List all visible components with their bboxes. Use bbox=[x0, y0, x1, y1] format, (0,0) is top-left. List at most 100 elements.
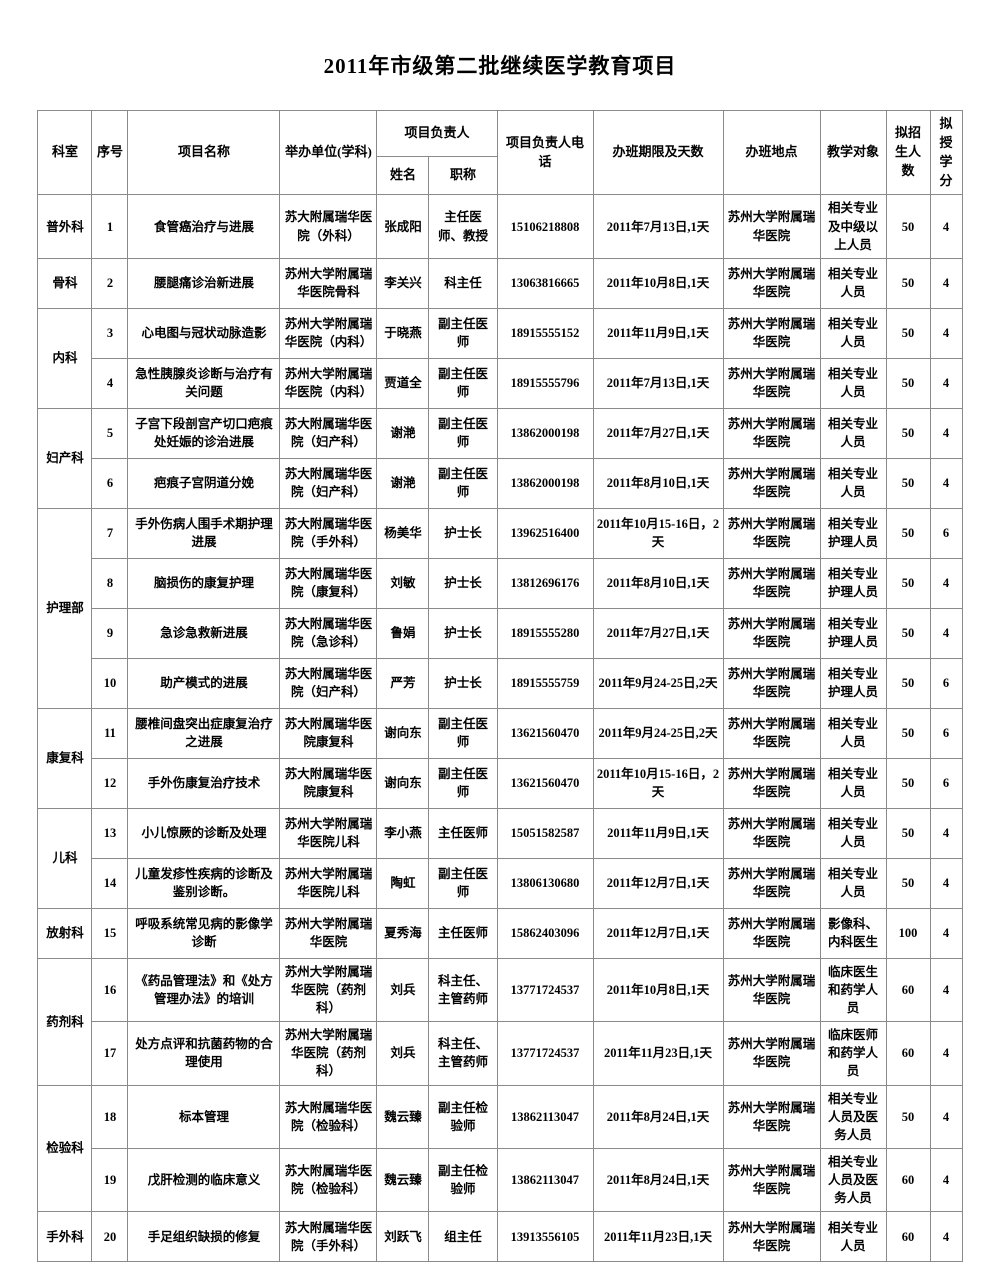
enrollment-cell: 50 bbox=[885, 657, 931, 709]
enrollment-cell: 60 bbox=[885, 1021, 931, 1086]
header-enrollment: 拟招生人数 bbox=[885, 109, 931, 196]
phone-cell: 15862403096 bbox=[496, 907, 594, 959]
enrollment-cell: 50 bbox=[885, 607, 931, 659]
audience-cell: 相关专业人员 bbox=[819, 757, 887, 809]
credits-cell: 4 bbox=[929, 857, 963, 909]
phone-cell: 18915555759 bbox=[496, 657, 594, 709]
num-cell: 9 bbox=[91, 607, 129, 659]
name-cell: 刘敏 bbox=[376, 557, 430, 609]
job-title-cell: 护士长 bbox=[428, 657, 498, 709]
credits-cell: 4 bbox=[929, 907, 963, 959]
project-cell: 手外伤病人围手术期护理进展 bbox=[127, 507, 281, 559]
schedule-cell: 2011年7月13日,1天 bbox=[592, 194, 724, 259]
credits-cell: 4 bbox=[929, 407, 963, 459]
phone-cell: 13806130680 bbox=[496, 857, 594, 909]
dept-cell: 康复科 bbox=[37, 707, 93, 809]
job-title-cell: 主任医师、教授 bbox=[428, 194, 498, 259]
table-row: 放射科 15 呼吸系统常见病的影像学诊断 苏州大学附属瑞华医院 夏秀海 主任医师 15862… bbox=[37, 907, 963, 959]
schedule-cell: 2011年11月23日,1天 bbox=[592, 1211, 724, 1262]
name-cell: 谢向东 bbox=[376, 757, 430, 809]
credits-cell: 4 bbox=[929, 194, 963, 259]
num-cell: 3 bbox=[91, 307, 129, 359]
schedule-cell: 2011年8月24日,1天 bbox=[592, 1147, 724, 1213]
header-organizer: 举办单位(学科) bbox=[279, 109, 378, 196]
header-num: 序号 bbox=[91, 109, 129, 196]
location-cell: 苏州大学附属瑞华医院 bbox=[722, 1021, 821, 1086]
organizer-cell: 苏大附属瑞华医院（妇产科） bbox=[279, 457, 378, 509]
audience-cell: 临床医生和药学人员 bbox=[819, 957, 887, 1023]
name-cell: 魏云臻 bbox=[376, 1084, 430, 1149]
organizer-cell: 苏大附属瑞华医院（检验科） bbox=[279, 1147, 378, 1213]
table-row: 康复科 11 腰椎间盘突出症康复治疗之进展 苏大附属瑞华医院康复科 谢向东 副主任医师 13… bbox=[37, 707, 963, 809]
organizer-cell: 苏大附属瑞华医院康复科 bbox=[279, 757, 378, 809]
num-cell: 4 bbox=[91, 357, 129, 409]
location-cell: 苏州大学附属瑞华医院 bbox=[722, 607, 821, 659]
table-row: 14 儿童发疹性疾病的诊断及鉴别诊断。 苏州大学附属瑞华医院儿科 陶虹 副主任医师 138… bbox=[38, 857, 963, 909]
table-row: 妇产科 5 子宫下段剖宫产切口疤痕处妊娠的诊治进展 苏大附属瑞华医院（妇产科） 谢滟 副主… bbox=[37, 407, 963, 509]
table-row: 4 急性胰腺炎诊断与治疗有关问题 苏州大学附属瑞华医院（内科） 贾道全 副主任医师 189… bbox=[38, 357, 963, 409]
table-row: 17 处方点评和抗菌药物的合理使用 苏州大学附属瑞华医院（药剂科） 刘兵 科主任、主管药… bbox=[38, 1021, 963, 1086]
table-row: 8 脑损伤的康复护理 苏大附属瑞华医院（康复科） 刘敏 护士长 13812696176 20… bbox=[38, 557, 963, 609]
phone-cell: 13621560470 bbox=[496, 707, 594, 759]
schedule-cell: 2011年12月7日,1天 bbox=[592, 857, 724, 909]
job-title-cell: 副主任医师 bbox=[428, 707, 498, 759]
credits-cell: 4 bbox=[929, 307, 963, 359]
location-cell: 苏州大学附属瑞华医院 bbox=[722, 357, 821, 409]
name-cell: 于晓燕 bbox=[376, 307, 430, 359]
schedule-cell: 2011年7月27日,1天 bbox=[592, 607, 724, 659]
enrollment-cell: 50 bbox=[885, 407, 931, 459]
organizer-cell: 苏州大学附属瑞华医院（内科） bbox=[279, 307, 378, 359]
enrollment-cell: 50 bbox=[885, 307, 931, 359]
phone-cell: 13862000198 bbox=[496, 457, 594, 509]
table-row: 护理部 7 手外伤病人围手术期护理进展 苏大附属瑞华医院（手外科） 杨美华 护士长 1396… bbox=[37, 507, 963, 709]
header-project: 项目名称 bbox=[127, 109, 281, 196]
schedule-cell: 2011年9月24-25日,2天 bbox=[592, 657, 724, 709]
job-title-cell: 科主任 bbox=[428, 257, 498, 309]
credits-cell: 4 bbox=[929, 457, 963, 509]
location-cell: 苏州大学附属瑞华医院 bbox=[722, 757, 821, 809]
enrollment-cell: 50 bbox=[885, 557, 931, 609]
enrollment-cell: 60 bbox=[885, 1147, 931, 1213]
dept-cell: 骨科 bbox=[37, 257, 93, 309]
project-cell: 急诊急救新进展 bbox=[127, 607, 281, 659]
project-cell: 标本管理 bbox=[127, 1084, 281, 1149]
credits-cell: 6 bbox=[929, 657, 963, 709]
num-cell: 17 bbox=[91, 1021, 129, 1086]
organizer-cell: 苏州大学附属瑞华医院（药剂科） bbox=[279, 957, 378, 1023]
credits-cell: 4 bbox=[929, 257, 963, 309]
enrollment-cell: 50 bbox=[885, 857, 931, 909]
enrollment-cell: 50 bbox=[885, 257, 931, 309]
schedule-cell: 2011年10月8日,1天 bbox=[592, 257, 724, 309]
schedule-cell: 2011年12月7日,1天 bbox=[592, 907, 724, 959]
name-cell: 李关兴 bbox=[376, 257, 430, 309]
project-cell: 戊肝检测的临床意义 bbox=[127, 1147, 281, 1213]
name-cell: 严芳 bbox=[376, 657, 430, 709]
credits-cell: 4 bbox=[929, 957, 963, 1023]
credits-cell: 4 bbox=[929, 607, 963, 659]
phone-cell: 13812696176 bbox=[496, 557, 594, 609]
num-cell: 13 bbox=[91, 807, 129, 859]
phone-cell: 18915555152 bbox=[496, 307, 594, 359]
organizer-cell: 苏大附属瑞华医院（妇产科） bbox=[279, 657, 378, 709]
name-cell: 谢滟 bbox=[376, 457, 430, 509]
project-cell: 急性胰腺炎诊断与治疗有关问题 bbox=[127, 357, 281, 409]
organizer-cell: 苏大附属瑞华医院（检验科） bbox=[279, 1084, 378, 1149]
table-row: 12 手外伤康复治疗技术 苏大附属瑞华医院康复科 谢向东 副主任医师 1362156047… bbox=[38, 757, 963, 809]
name-cell: 陶虹 bbox=[376, 857, 430, 909]
credits-cell: 4 bbox=[929, 1211, 963, 1262]
num-cell: 2 bbox=[91, 257, 129, 309]
job-title-cell: 副主任检验师 bbox=[428, 1147, 498, 1213]
credits-cell: 4 bbox=[929, 1084, 963, 1149]
phone-cell: 13771724537 bbox=[496, 1021, 594, 1086]
project-cell: 脑损伤的康复护理 bbox=[127, 557, 281, 609]
header-phone: 项目负责人电话 bbox=[496, 109, 594, 196]
location-cell: 苏州大学附属瑞华医院 bbox=[722, 707, 821, 759]
schedule-cell: 2011年7月27日,1天 bbox=[592, 407, 724, 459]
table-row: 10 助产模式的进展 苏大附属瑞华医院（妇产科） 严芳 护士长 18915555759 20… bbox=[38, 657, 963, 709]
num-cell: 15 bbox=[91, 907, 129, 959]
name-cell: 贾道全 bbox=[376, 357, 430, 409]
table-row: 药剂科 16 《药品管理法》和《处方管理办法》的培训 苏州大学附属瑞华医院（药剂科）刘… bbox=[37, 957, 963, 1086]
num-cell: 14 bbox=[91, 857, 129, 909]
dept-cell: 妇产科 bbox=[37, 407, 93, 509]
location-cell: 苏州大学附属瑞华医院 bbox=[722, 657, 821, 709]
